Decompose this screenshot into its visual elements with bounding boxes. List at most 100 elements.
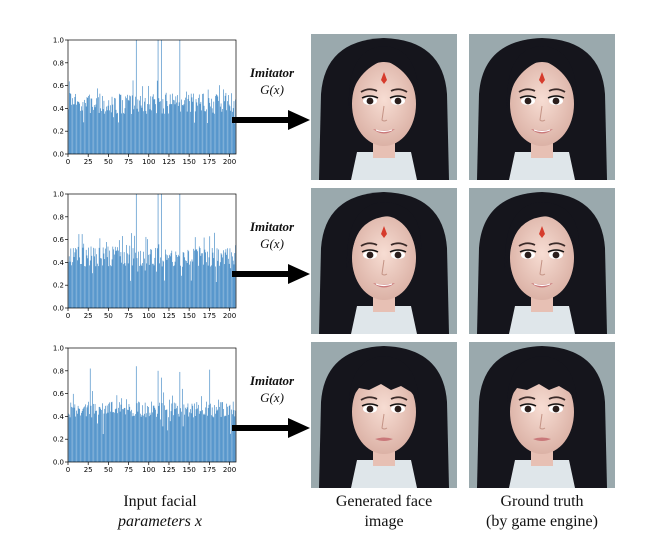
bar: [80, 415, 81, 462]
bar: [134, 235, 135, 308]
bar: [110, 411, 111, 462]
bar: [203, 237, 205, 308]
arrow-icon: [232, 418, 310, 438]
bar: [84, 266, 85, 308]
nose: [381, 413, 388, 430]
bar: [213, 258, 215, 308]
bar: [140, 105, 142, 154]
bar: [68, 256, 70, 308]
bar: [118, 93, 120, 154]
y-tick-label: 0.6: [53, 236, 65, 244]
collar: [351, 306, 417, 334]
generated-caption: Generated face image: [304, 492, 464, 532]
bar: [175, 251, 177, 308]
bar: [140, 416, 142, 462]
bar: [212, 112, 214, 154]
bar: [231, 252, 232, 308]
bar: [123, 252, 125, 308]
bar: [221, 111, 223, 154]
bar: [182, 252, 184, 308]
x-tick-label: 175: [203, 158, 216, 166]
bar: [135, 252, 136, 308]
bar: [173, 415, 174, 462]
bar: [84, 99, 85, 154]
teeth: [533, 283, 551, 287]
bar: [91, 255, 93, 308]
bar: [149, 412, 151, 462]
teeth: [533, 129, 551, 133]
bar: [89, 260, 91, 308]
collar: [509, 460, 575, 488]
bar: [206, 262, 207, 308]
bar: [158, 98, 160, 154]
bar: [120, 94, 122, 154]
hair-front: [504, 202, 580, 268]
bar: [183, 252, 185, 308]
bar: [198, 97, 199, 154]
bar: [217, 409, 219, 462]
bar: [76, 260, 78, 308]
bar: [167, 106, 169, 154]
bar: [124, 407, 126, 462]
bar: [173, 402, 175, 462]
bar: [166, 101, 168, 154]
left-eyebrow: [360, 396, 378, 401]
bar: [103, 253, 105, 308]
bar: [157, 370, 159, 462]
bar: [194, 111, 196, 154]
bar: [88, 95, 89, 154]
y-tick-label: 0.6: [53, 82, 65, 90]
bar: [177, 413, 179, 462]
bar: [228, 104, 230, 154]
bar: [232, 401, 234, 462]
bar: [87, 405, 89, 462]
bar: [85, 249, 87, 308]
bar: [207, 415, 208, 462]
bar: [138, 401, 139, 462]
bar: [188, 251, 190, 308]
facial-parameter-chart-3: 0.0 0.2 0.4 0.6 0.8 1.0 0 25 50 75 100 125 150 175 200: [42, 342, 238, 474]
bar: [107, 105, 109, 154]
left-iris: [366, 251, 374, 259]
bar: [128, 254, 130, 308]
bar: [171, 104, 173, 154]
bar: [159, 101, 160, 154]
bar: [198, 404, 199, 462]
bar: [112, 104, 114, 154]
bar: [139, 95, 141, 154]
bar: [97, 266, 99, 308]
bar: [192, 101, 194, 154]
bar: [211, 248, 213, 308]
bar: [141, 415, 143, 462]
y-tick-label: 0.0: [53, 459, 64, 467]
bar: [184, 414, 186, 462]
bar: [231, 409, 232, 462]
bar: [221, 402, 223, 462]
bar: [169, 254, 170, 308]
bar: [112, 246, 114, 308]
bar: [123, 264, 124, 308]
bar: [139, 265, 140, 308]
bar: [95, 266, 97, 308]
bar: [222, 108, 223, 154]
bar: [82, 247, 84, 308]
bar: [215, 94, 217, 154]
right-eyelash: [547, 249, 565, 253]
bar: [120, 252, 122, 308]
right-iris: [552, 251, 560, 259]
bar: [77, 246, 79, 308]
right-iris: [552, 405, 560, 413]
bar: [115, 251, 117, 308]
bar: [85, 266, 86, 308]
bar: [94, 107, 96, 154]
bar: [205, 252, 207, 308]
bar: [228, 406, 230, 462]
bar: [103, 100, 105, 154]
lips: [533, 437, 551, 441]
x-tick-label: 25: [84, 312, 93, 320]
bar: [166, 409, 168, 462]
bar: [97, 414, 99, 462]
bar: [121, 113, 123, 154]
bar: [207, 89, 209, 154]
bar: [68, 413, 69, 462]
